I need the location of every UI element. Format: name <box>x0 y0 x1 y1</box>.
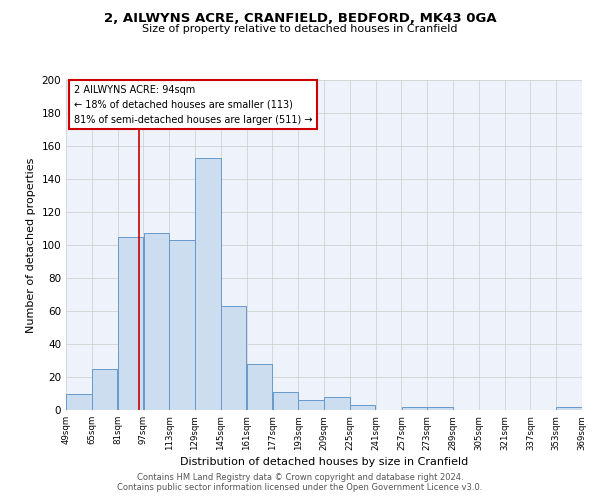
Bar <box>350 405 376 410</box>
Bar <box>92 369 118 410</box>
Bar <box>427 406 453 410</box>
Y-axis label: Number of detached properties: Number of detached properties <box>26 158 36 332</box>
Bar <box>66 394 92 410</box>
Bar <box>556 406 582 410</box>
Text: 2 AILWYNS ACRE: 94sqm
← 18% of detached houses are smaller (113)
81% of semi-det: 2 AILWYNS ACRE: 94sqm ← 18% of detached … <box>74 85 312 124</box>
Bar <box>195 158 221 410</box>
Bar <box>118 237 143 410</box>
Bar <box>221 306 247 410</box>
Bar <box>143 234 169 410</box>
Bar <box>298 400 324 410</box>
Bar <box>324 397 350 410</box>
Bar <box>169 240 195 410</box>
X-axis label: Distribution of detached houses by size in Cranfield: Distribution of detached houses by size … <box>180 456 468 466</box>
Bar <box>247 364 272 410</box>
Bar <box>272 392 298 410</box>
Text: Contains public sector information licensed under the Open Government Licence v3: Contains public sector information licen… <box>118 484 482 492</box>
Text: 2, AILWYNS ACRE, CRANFIELD, BEDFORD, MK43 0GA: 2, AILWYNS ACRE, CRANFIELD, BEDFORD, MK4… <box>104 12 496 26</box>
Text: Contains HM Land Registry data © Crown copyright and database right 2024.: Contains HM Land Registry data © Crown c… <box>137 472 463 482</box>
Text: Size of property relative to detached houses in Cranfield: Size of property relative to detached ho… <box>142 24 458 34</box>
Bar <box>401 406 427 410</box>
